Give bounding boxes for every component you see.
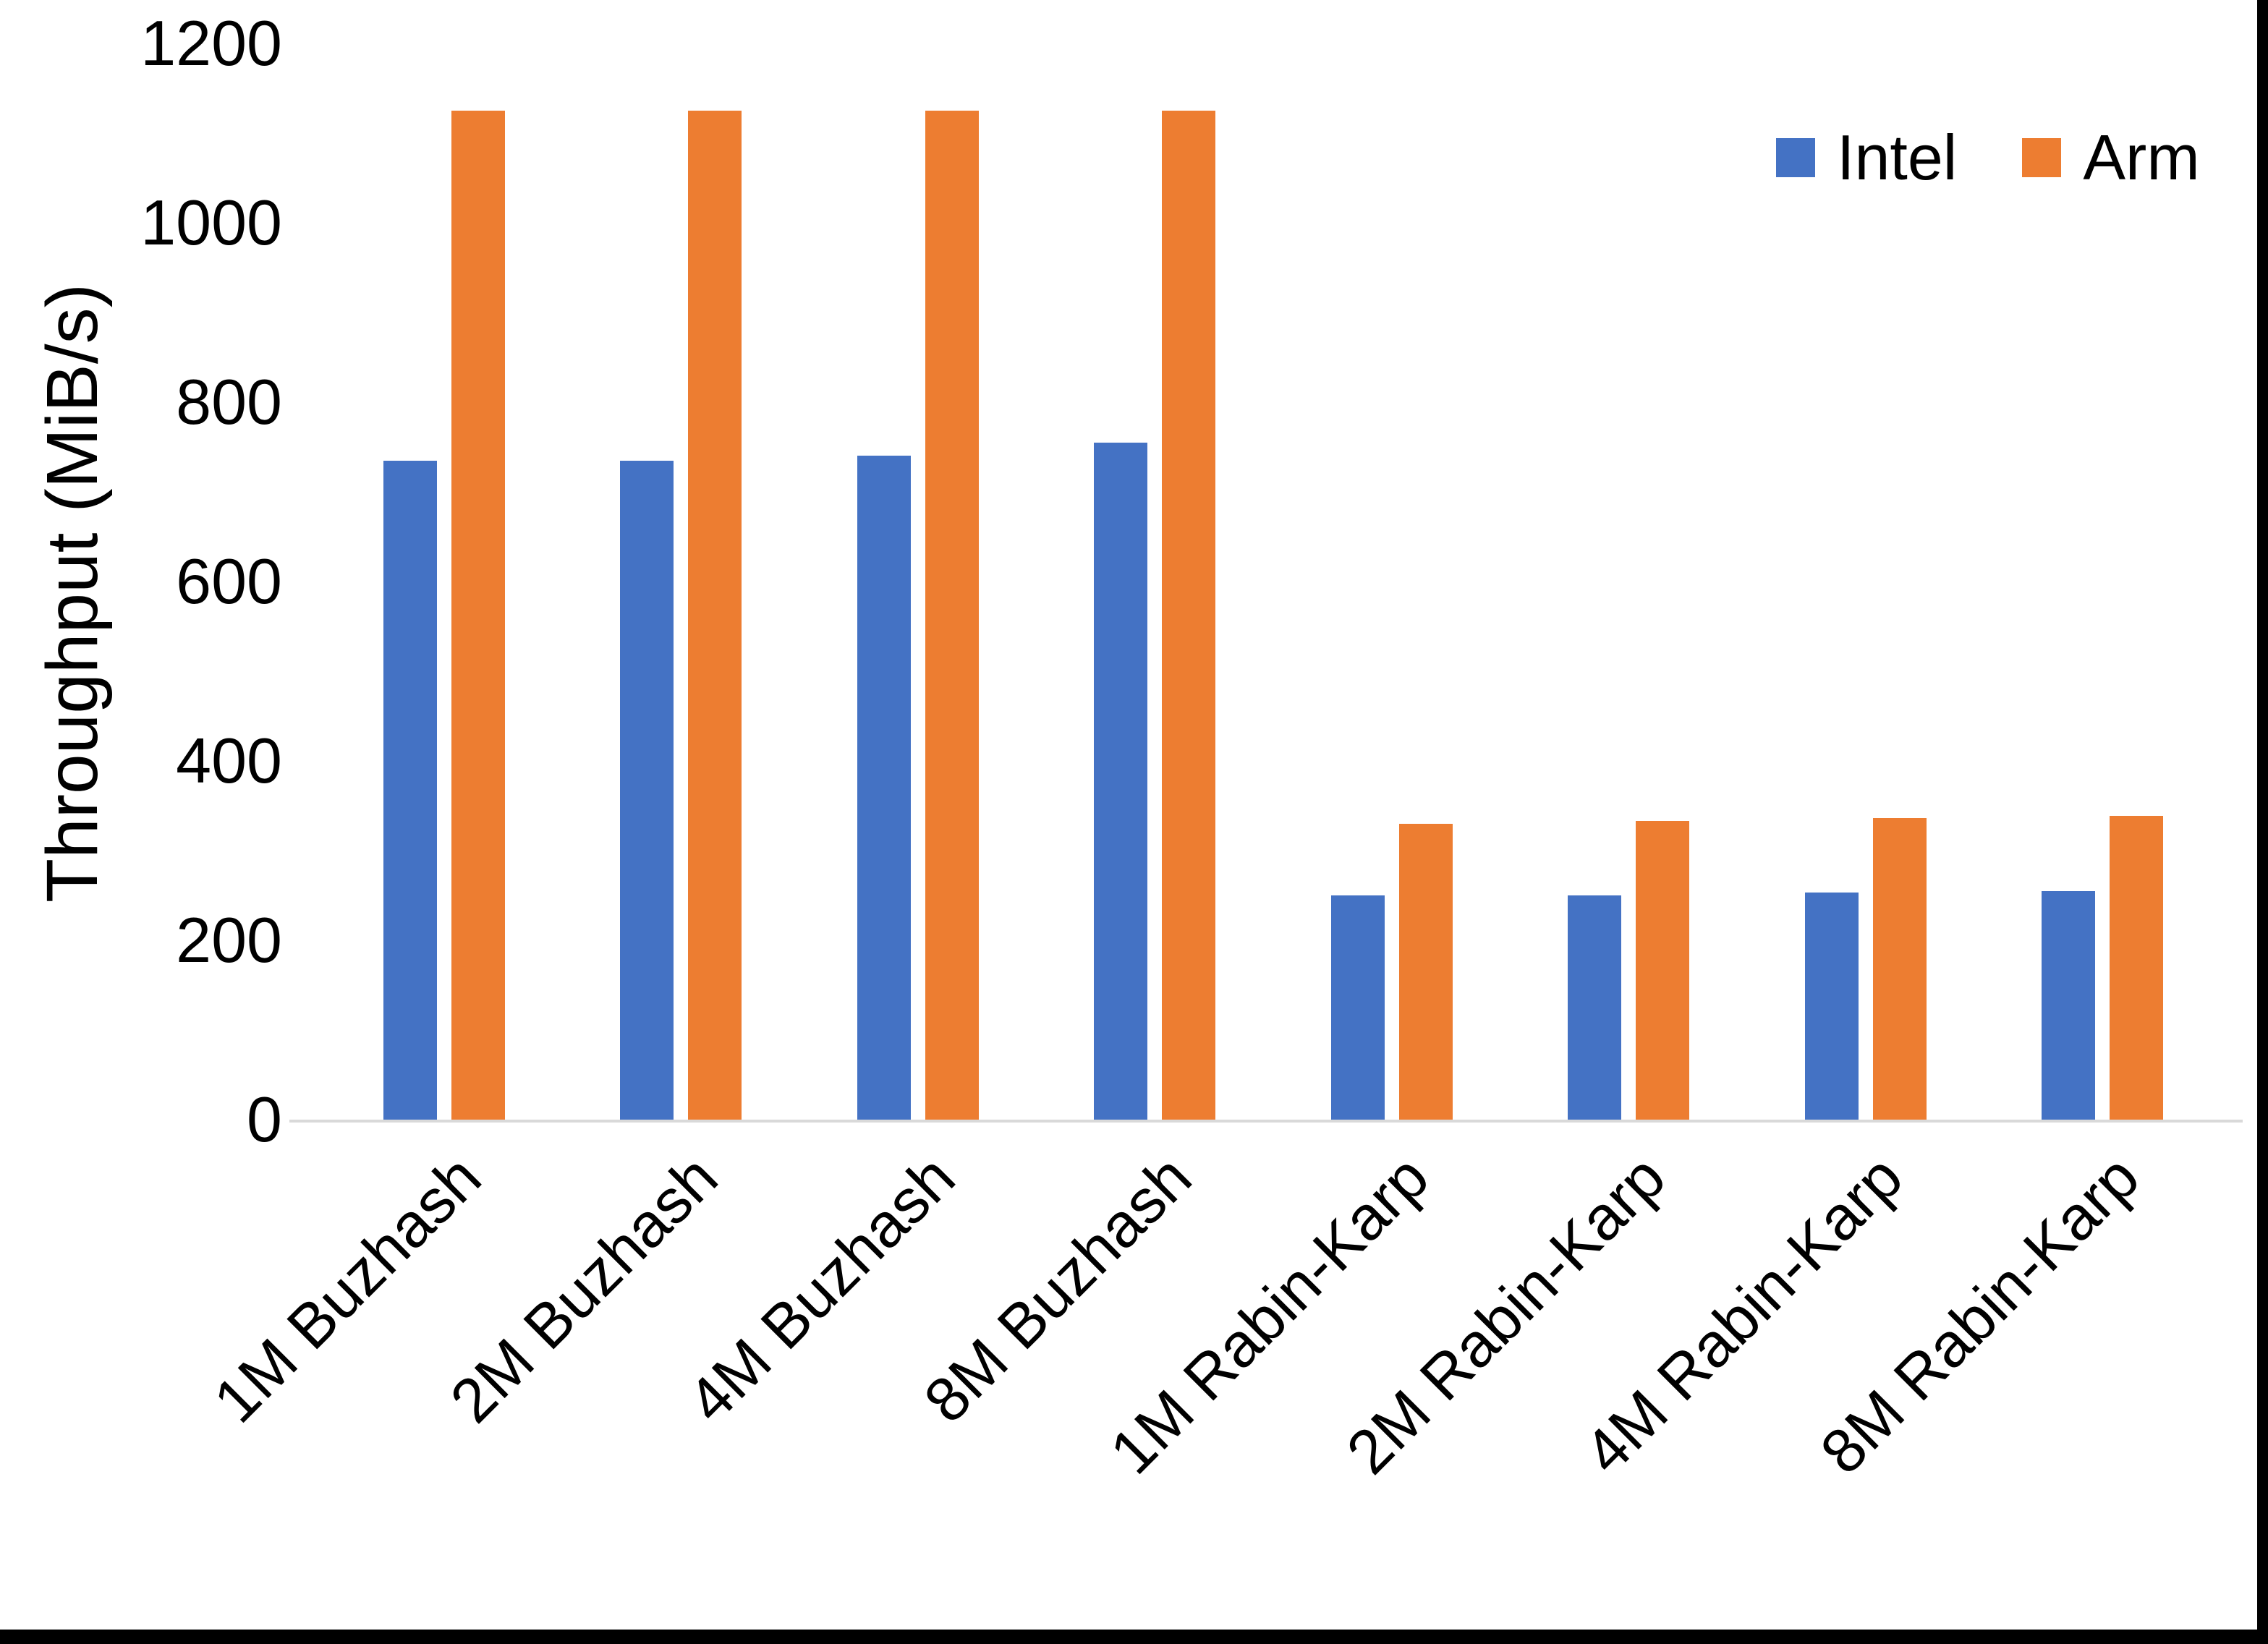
- y-tick-label-400: 400: [176, 725, 282, 796]
- bar-arm-8m-buzhash: [1162, 111, 1216, 1120]
- legend-item-intel: Intel: [1776, 122, 1957, 194]
- category-slot-4m-rabin-karp: [1747, 43, 1984, 1120]
- bar-intel-4m-buzhash: [857, 456, 911, 1120]
- y-tick-label-600: 600: [176, 545, 282, 617]
- frame-right-border: [2257, 0, 2268, 1644]
- bar-arm-8m-rabin-karp: [2110, 816, 2164, 1120]
- bar-arm-4m-buzhash: [925, 111, 979, 1120]
- category-slot-8m-buzhash: [1037, 43, 1274, 1120]
- y-tick-label-1000: 1000: [140, 187, 282, 258]
- category-slot-1m-buzhash: [326, 43, 563, 1120]
- category-slot-2m-buzhash: [563, 43, 800, 1120]
- bar-intel-2m-rabin-karp: [1568, 895, 1622, 1120]
- bar-intel-1m-buzhash: [383, 461, 437, 1120]
- legend-item-arm: Arm: [2022, 122, 2200, 194]
- bar-arm-2m-buzhash: [688, 111, 742, 1120]
- bar-arm-4m-rabin-karp: [1872, 818, 1927, 1120]
- y-tick-label-0: 0: [247, 1083, 282, 1155]
- y-tick-label-200: 200: [176, 904, 282, 976]
- x-axis-label-8m-buzhash: 8M Buzhash: [911, 1142, 1205, 1436]
- category-slot-1m-rabin-karp: [1273, 43, 1511, 1120]
- x-axis-label-2m-rabin-karp: 2M Rabin-Karp: [1333, 1142, 1679, 1488]
- bar-intel-8m-rabin-karp: [2042, 891, 2096, 1120]
- bar-arm-1m-rabin-karp: [1398, 824, 1453, 1120]
- y-tick-label-800: 800: [176, 366, 282, 438]
- category-slot-2m-rabin-karp: [1511, 43, 1748, 1120]
- y-tick-label-1200: 1200: [140, 7, 282, 79]
- bar-intel-4m-rabin-karp: [1804, 893, 1859, 1120]
- legend-label-intel: Intel: [1837, 122, 1958, 193]
- legend: Intel Arm: [1776, 122, 2200, 194]
- x-axis-label-2m-buzhash: 2M Buzhash: [437, 1142, 731, 1436]
- legend-swatch-arm: [2022, 138, 2062, 177]
- x-axis-line: [289, 1120, 2243, 1123]
- x-axis-label-1m-rabin-karp: 1M Rabin-Karp: [1097, 1142, 1443, 1488]
- x-axis-label-1m-buzhash: 1M Buzhash: [200, 1142, 495, 1436]
- x-axis-label-4m-rabin-karp: 4M Rabin-Karp: [1571, 1142, 1916, 1488]
- bar-intel-1m-rabin-karp: [1330, 895, 1385, 1120]
- bar-intel-8m-buzhash: [1094, 443, 1148, 1120]
- plot-area: [326, 43, 2221, 1120]
- frame-bottom-border: [0, 1630, 2268, 1644]
- x-axis-label-4m-buzhash: 4M Buzhash: [674, 1142, 969, 1436]
- legend-swatch-intel: [1776, 138, 1815, 177]
- category-slot-4m-buzhash: [799, 43, 1037, 1120]
- legend-label-arm: Arm: [2083, 122, 2200, 193]
- bar-arm-1m-buzhash: [451, 111, 505, 1120]
- category-slot-8m-rabin-karp: [1984, 43, 2222, 1120]
- x-axis-label-8m-rabin-karp: 8M Rabin-Karp: [1807, 1142, 2153, 1488]
- bar-arm-2m-rabin-karp: [1636, 821, 1690, 1120]
- bar-intel-2m-buzhash: [620, 461, 674, 1120]
